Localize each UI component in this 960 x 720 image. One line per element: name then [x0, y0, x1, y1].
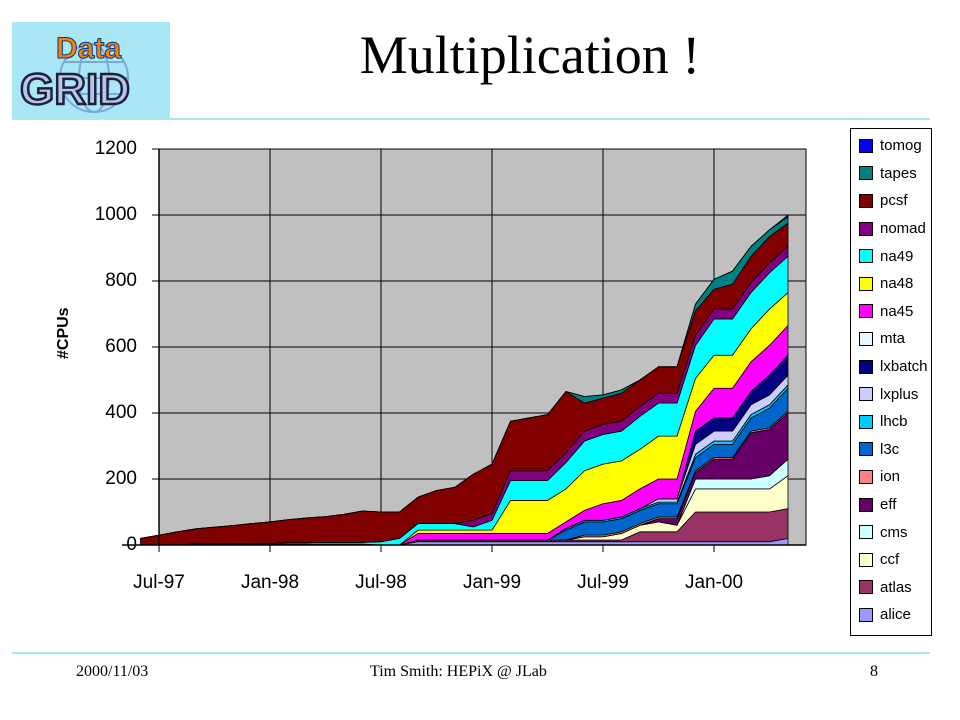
legend-swatch: [859, 414, 873, 429]
x-tick-label: Jul-98: [355, 572, 407, 593]
legend-label: alice: [880, 606, 911, 624]
legend-label: lxbatch: [880, 358, 928, 376]
legend-item-na49: na49: [859, 242, 931, 270]
footer-presenter: Tim Smith: HEPiX @ JLab: [370, 663, 547, 680]
legend-item-na45: na45: [859, 298, 931, 326]
legend-item-tomog: tomog: [859, 132, 931, 160]
y-tick-label: 400: [105, 402, 137, 423]
legend-label: pcsf: [880, 192, 908, 210]
legend-swatch: [859, 469, 873, 484]
legend-swatch: [859, 497, 873, 512]
legend-swatch: [859, 387, 873, 402]
legend-label: na49: [880, 247, 914, 265]
y-tick-label: 1200: [94, 138, 137, 159]
legend-item-l3c: l3c: [859, 436, 931, 464]
y-tick-label: 800: [105, 270, 137, 291]
legend-swatch: [859, 331, 873, 346]
legend-label: eff: [880, 496, 897, 514]
legend-item-atlas: atlas: [859, 574, 931, 602]
legend-item-mta: mta: [859, 325, 931, 353]
y-tick-label: 1000: [94, 204, 137, 225]
footer-date: 2000/11/03: [76, 663, 149, 680]
legend-item-lxbatch: lxbatch: [859, 353, 931, 381]
legend-label: lxplus: [880, 385, 919, 403]
legend-label: tapes: [880, 164, 917, 182]
legend-label: l3c: [880, 440, 900, 458]
legend-item-lhcb: lhcb: [859, 408, 931, 436]
logo-text-grid: GRID: [20, 65, 130, 114]
legend-item-lxplus: lxplus: [859, 380, 931, 408]
legend-swatch: [859, 525, 873, 540]
x-tick-label: Jan-99: [462, 572, 522, 593]
slide-title: Multiplication !: [359, 25, 701, 85]
legend-swatch: [859, 276, 873, 291]
legend-label: na48: [880, 275, 914, 293]
legend-label: ion: [880, 468, 901, 486]
legend-item-alice: alice: [859, 601, 931, 629]
legend-item-cms: cms: [859, 518, 931, 546]
legend-label: cms: [880, 523, 908, 541]
x-tick-label: Jul-97: [133, 572, 185, 593]
legend-swatch: [859, 607, 873, 622]
legend-label: tomog: [880, 137, 922, 155]
legend-label: atlas: [880, 578, 912, 596]
legend-swatch: [859, 166, 873, 181]
legend-swatch: [859, 442, 873, 457]
legend-item-eff: eff: [859, 491, 931, 519]
legend-swatch: [859, 193, 873, 208]
legend-swatch: [859, 221, 873, 236]
y-tick-label: 600: [105, 336, 137, 357]
series-area-tomog: [140, 214, 789, 539]
legend-label: ccf: [880, 551, 900, 569]
legend-swatch: [859, 580, 873, 595]
legend-label: lhcb: [880, 413, 908, 431]
legend-swatch: [859, 359, 873, 374]
x-tick-label: Jul-99: [577, 572, 629, 593]
chart-legend: tomog tapes pcsf nomad na49 na48 na45 mta lxbatc…: [850, 128, 932, 636]
x-tick-label: Jan-98: [240, 572, 300, 593]
legend-item-nomad: nomad: [859, 215, 931, 243]
legend-swatch: [859, 552, 873, 567]
legend-item-ccf: ccf: [859, 546, 931, 574]
legend-swatch: [859, 304, 873, 319]
legend-swatch: [859, 138, 873, 153]
legend-item-na48: na48: [859, 270, 931, 298]
legend-item-pcsf: pcsf: [859, 187, 931, 215]
footer-rule: [12, 652, 930, 654]
header-rule: [12, 118, 930, 120]
y-tick-label: 200: [105, 468, 137, 489]
legend-label: nomad: [880, 220, 926, 238]
legend-item-ion: ion: [859, 463, 931, 491]
logo-text-data: Data: [56, 32, 121, 65]
datagrid-logo: Data GRID: [12, 22, 170, 118]
legend-item-tapes: tapes: [859, 160, 931, 188]
footer-page-number: 8: [870, 663, 878, 680]
legend-label: mta: [880, 330, 906, 348]
legend-label: na45: [880, 302, 914, 320]
legend-swatch: [859, 249, 873, 264]
x-tick-label: Jan-00: [684, 572, 744, 593]
